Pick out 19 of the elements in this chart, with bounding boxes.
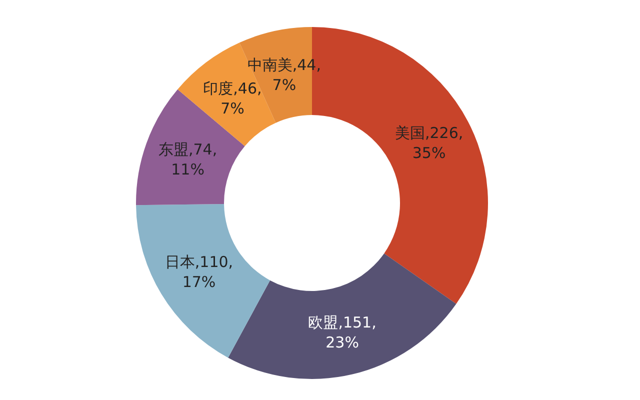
data-label: ,151,: [338, 313, 376, 332]
donut-slice: [136, 204, 270, 358]
slice-label: 印度: [203, 80, 234, 98]
data-label: ,46,: [233, 80, 262, 98]
data-label: ,44,: [292, 56, 321, 74]
data-label: ,110,: [194, 253, 234, 272]
text: 7%: [272, 76, 296, 94]
text: 17%: [182, 273, 216, 292]
slice-label: 东盟: [158, 140, 188, 158]
text: 23%: [326, 333, 359, 352]
slice-label: 中南美: [247, 56, 292, 74]
text: 11%: [171, 160, 204, 178]
text: 35%: [412, 144, 446, 162]
slice-label: 欧盟: [308, 313, 338, 332]
slice-label: 日本: [164, 253, 195, 272]
data-label: ,74,: [188, 140, 218, 158]
data-label: ,226,: [424, 124, 464, 142]
text: 7%: [220, 100, 244, 118]
slice-label: 美国: [394, 124, 425, 142]
